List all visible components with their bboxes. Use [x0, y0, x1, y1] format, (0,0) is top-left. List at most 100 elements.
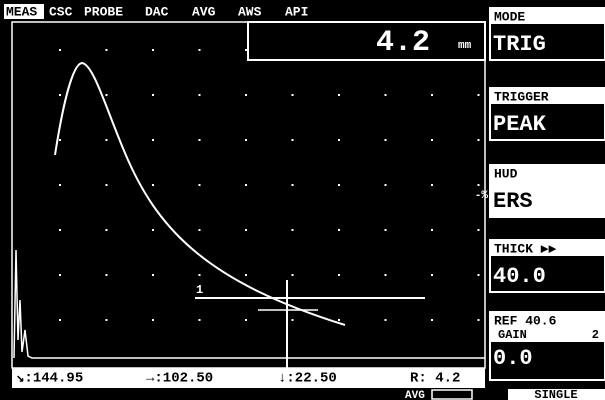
grid-dot — [431, 319, 433, 321]
grid-dot — [245, 319, 247, 321]
grid-dot — [431, 94, 433, 96]
grid-dot — [245, 229, 247, 231]
grid-dot — [152, 229, 154, 231]
grid-dot — [384, 139, 387, 141]
panel-header-bg — [490, 240, 605, 256]
grid-dot — [291, 229, 294, 231]
mode-box — [508, 389, 605, 400]
grid-dot — [291, 139, 294, 141]
grid-dot — [152, 319, 154, 321]
grid-dot — [477, 94, 480, 96]
grid-dot — [198, 139, 201, 141]
reading-value: 4.2 — [376, 26, 430, 60]
status-item: ↘:144.95 — [16, 371, 83, 387]
grid-dot — [384, 94, 387, 96]
grid-dot — [105, 184, 108, 186]
menu-tab: API — [285, 4, 308, 19]
grid-dot — [59, 49, 61, 51]
menu-tab: MEAS — [6, 4, 37, 19]
panel-value: TRIG — [493, 32, 546, 57]
grid-dot — [59, 139, 61, 141]
status-item: R: 4.2 — [410, 371, 460, 387]
grid-dot — [105, 319, 108, 321]
grid-dot — [105, 139, 108, 141]
grid-dot — [245, 274, 247, 276]
status-strip — [12, 368, 485, 388]
grid-dot — [477, 139, 480, 141]
grid-dot — [245, 184, 247, 186]
status-item: →:102.50 — [146, 371, 213, 387]
menu-tab: DAC — [145, 4, 169, 19]
panel-sublabel: GAIN — [498, 328, 527, 342]
grid-dot — [59, 229, 61, 231]
panel-subvalue: 2 — [592, 328, 599, 342]
grid-dot — [198, 94, 201, 96]
grid-dot — [384, 319, 387, 321]
panel-label: REF 40.6 — [494, 313, 557, 328]
battery-icon — [431, 389, 473, 400]
grid-dot — [152, 184, 154, 186]
panel-label: HUD — [494, 166, 518, 181]
grid-dot — [338, 184, 340, 186]
grid-dot — [431, 229, 433, 231]
panel-header-bg — [490, 88, 605, 104]
grid-dot — [152, 274, 154, 276]
grid-dot — [291, 274, 294, 276]
grid-dot — [152, 139, 154, 141]
grid-dot — [431, 274, 433, 276]
grid-dot — [384, 184, 387, 186]
status-items: ↘:144.95 →:102.50 ↓:22.50 R: 4.2 — [16, 371, 460, 387]
grid-dot — [477, 184, 480, 186]
grid-dot — [291, 319, 294, 321]
grid-dot — [384, 229, 387, 231]
grid-dot — [105, 229, 108, 231]
menu-tabs: MEAS CSC PROBE DAC AVG AWS API — [6, 4, 308, 19]
grid-dot — [59, 184, 61, 186]
grid-dot — [198, 274, 201, 276]
grid-dot — [477, 319, 480, 321]
grid-dot — [245, 49, 247, 51]
grid-dot — [431, 139, 433, 141]
panel-subheader-bg — [490, 328, 605, 342]
grid-dot — [338, 94, 340, 96]
grid-dot — [152, 49, 154, 51]
grid-dot — [291, 94, 294, 96]
grid-dot — [198, 319, 201, 321]
grid-dot — [198, 229, 201, 231]
grid-dot — [384, 274, 387, 276]
grid-dot — [338, 139, 340, 141]
grid-dot — [105, 94, 108, 96]
grid-dot — [477, 274, 480, 276]
panel-header-bg — [490, 165, 605, 181]
mode-label: SINGLE — [534, 388, 577, 400]
panel-label: MODE — [494, 9, 525, 24]
grid-dot — [105, 274, 108, 276]
menu-tab: AVG — [192, 4, 216, 19]
grid-dot — [198, 49, 201, 51]
grid-dot — [291, 184, 294, 186]
grid-dot — [152, 94, 154, 96]
grid-dot — [477, 229, 480, 231]
echo-curve — [54, 61, 346, 326]
panel-marker: -% — [475, 190, 489, 202]
gate-label: 1 — [196, 283, 203, 297]
menu-tab: PROBE — [84, 4, 123, 19]
panel-header-bg — [490, 312, 605, 328]
panel-value: ERS — [493, 189, 533, 214]
grid-dot — [198, 184, 201, 186]
grid-dot — [59, 94, 61, 96]
grid-dot — [245, 139, 247, 141]
grid-dot — [105, 49, 108, 51]
baseline-signal — [13, 249, 485, 359]
panel-value: 40.0 — [493, 264, 546, 289]
grid-dot — [59, 319, 61, 321]
grid-dot — [338, 274, 340, 276]
menu-bar — [0, 0, 485, 21]
grid-dot — [431, 184, 433, 186]
panel-header-bg — [490, 8, 605, 24]
menu-tab: CSC — [49, 4, 73, 19]
menu-tab: AWS — [238, 4, 262, 19]
status-item: ↓:22.50 — [278, 371, 337, 387]
reading-box — [247, 21, 486, 61]
